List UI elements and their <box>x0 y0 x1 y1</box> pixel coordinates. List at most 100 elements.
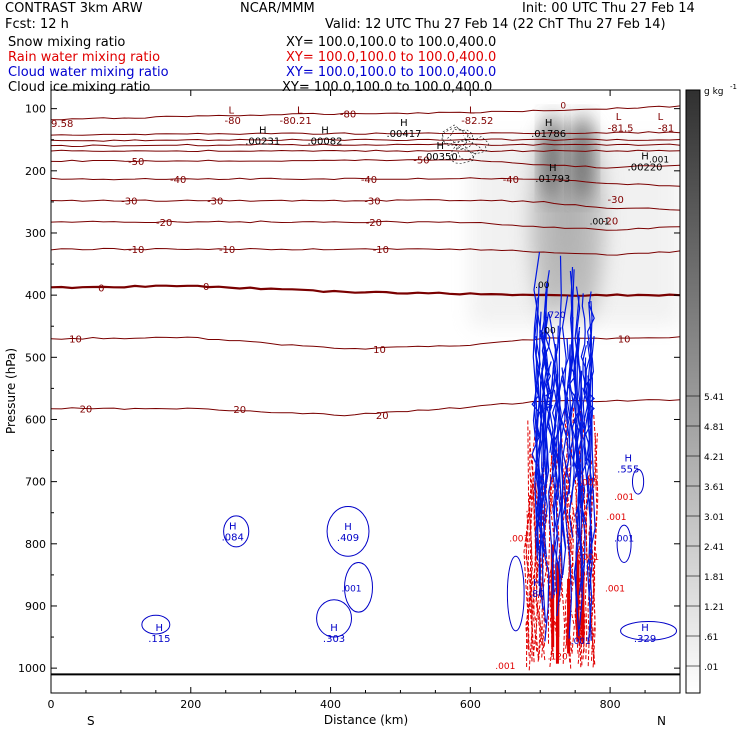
contour-label: -50 <box>128 157 144 168</box>
contour-label: -50 <box>413 156 429 167</box>
rain-contour <box>526 430 533 657</box>
rain-core <box>556 578 560 653</box>
cloud-water-cell <box>506 555 525 632</box>
extremum-marker: H <box>533 578 541 589</box>
contour-label: -40 <box>503 175 519 186</box>
cloud-water-contour <box>586 291 595 399</box>
extremum-value: .00082 <box>307 137 342 148</box>
small-label: .001 <box>579 553 599 563</box>
y-tick-label: 300 <box>25 227 46 240</box>
cloud-water-contour <box>539 311 547 481</box>
cloud-water-contour <box>539 280 549 554</box>
ice-contour <box>449 146 474 164</box>
rain-contour <box>589 432 596 668</box>
contour-label: -80.21 <box>279 116 311 127</box>
extremum-value: .329 <box>634 634 656 645</box>
colorbar-label: 3.61 <box>704 483 724 493</box>
valid-time: Valid: 12 UTC Thu 27 Feb 14 (22 ChT Thu … <box>325 17 666 32</box>
x-axis-north-label: N <box>657 714 666 728</box>
ice-contour <box>464 136 489 155</box>
small-label: .00 <box>541 326 556 336</box>
cloud-water-contour <box>586 340 596 641</box>
rain-contour <box>574 410 582 654</box>
contour-label: -81 <box>658 123 674 134</box>
extremum-marker: H <box>259 126 267 137</box>
small-label: .001 <box>579 479 599 489</box>
rain-contour <box>590 477 596 650</box>
contour-label: 20 <box>376 411 389 422</box>
colorbar-label: 4.81 <box>704 423 724 433</box>
x-tick-label: 600 <box>460 698 481 711</box>
rain-core <box>567 578 571 654</box>
rain-contour <box>525 510 532 650</box>
init-time: Init: 00 UTC Thu 27 Feb 14 <box>522 1 695 16</box>
cloud-water-contour <box>546 361 554 414</box>
contour-label: -80 <box>340 110 356 121</box>
y-tick-label: 1000 <box>18 662 46 675</box>
contour-label: -40 <box>361 175 377 186</box>
contour-label: -20 <box>366 218 382 229</box>
contour-label: -81.5 <box>608 123 634 134</box>
contour-label: -10 <box>128 245 144 256</box>
y-tick-label: 600 <box>25 413 46 426</box>
temperature-contour <box>51 138 680 142</box>
rain-contour <box>533 464 541 652</box>
extremum-value: .303 <box>323 634 345 645</box>
contour-label: 20 <box>233 405 246 416</box>
contour-label: -30 <box>207 197 223 208</box>
extremum-marker: L <box>658 112 664 123</box>
x-tick-label: 800 <box>600 698 621 711</box>
contour-label: 10 <box>618 335 631 346</box>
extremum-value: .00417 <box>386 129 421 140</box>
rain-contour <box>523 493 531 667</box>
cloud-water-contour <box>580 293 587 395</box>
field-ice-xy: XY= 100.0,100.0 to 100.0,400.0 <box>282 80 493 95</box>
small-label: .001 <box>341 584 361 594</box>
small-label: .001 <box>614 493 634 503</box>
rain-contour <box>548 455 556 655</box>
cloud-water-contour <box>552 370 561 594</box>
y-tick-label: 800 <box>25 538 46 551</box>
extremum-marker: L <box>297 106 303 117</box>
extremum-marker: H <box>229 522 237 533</box>
extremum-marker: H <box>330 623 338 634</box>
cloud-water-cell <box>631 468 645 495</box>
small-label: .001 <box>495 662 515 672</box>
small-label: .001 <box>649 155 669 165</box>
cloud-water-contour <box>565 270 574 495</box>
field-cloud-xy: XY= 100.0,100.0 to 100.0,400.0 <box>286 65 497 80</box>
field-rain-xy: XY= 100.0,100.0 to 100.0,400.0 <box>286 50 497 65</box>
extremum-marker: H <box>156 623 164 634</box>
extremum-marker: H <box>400 118 408 129</box>
temperature-contour <box>51 105 680 121</box>
contour-label: 9.58 <box>51 119 73 130</box>
small-label: .001 <box>590 218 610 228</box>
extremum-marker: H <box>625 454 633 465</box>
y-tick-label: 700 <box>25 476 46 489</box>
snow-plume-core <box>573 113 592 204</box>
extremum-marker: L <box>469 106 475 117</box>
x-axis-title: Distance (km) <box>324 713 408 727</box>
extremum-value: .01786 <box>531 129 566 140</box>
small-label: .001 <box>571 637 591 647</box>
extremum-value: .00350 <box>423 152 458 163</box>
field-snow-xy: XY= 100.0,100.0 to 100.0,400.0 <box>286 35 497 50</box>
cloud-water-cell <box>316 599 353 638</box>
x-tick-label: 0 <box>48 698 55 711</box>
rain-core <box>581 569 585 644</box>
small-label: .001 <box>606 513 626 523</box>
temperature-contour <box>51 177 680 187</box>
extremum-marker: H <box>321 126 329 137</box>
colorbar-label: 1.81 <box>704 573 724 583</box>
colorbar-unit-exponent: -1 <box>730 83 737 91</box>
contour-label: 0 <box>98 284 104 295</box>
extremum-marker: H <box>549 163 557 174</box>
extremum-value: .01793 <box>535 174 570 185</box>
cloud-water-contour <box>574 296 582 637</box>
colorbar-scale <box>685 89 701 694</box>
extremum-value: .00220 <box>628 163 663 174</box>
ice-contour <box>447 129 474 150</box>
extremum-value: .80 <box>529 589 545 600</box>
extremum-value: .084 <box>222 533 244 544</box>
